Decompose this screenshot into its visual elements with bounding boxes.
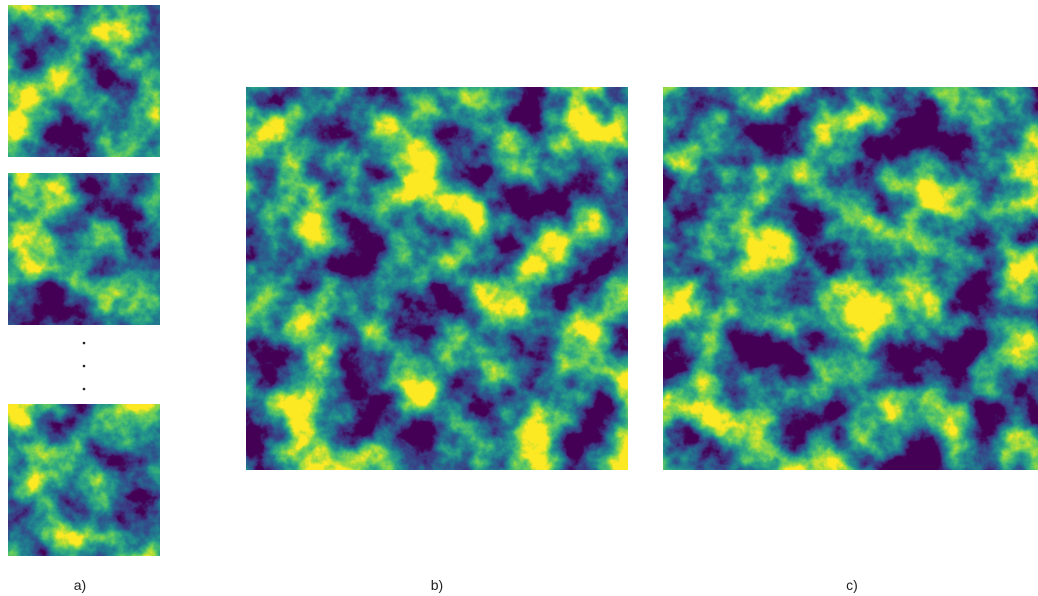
image-panel xyxy=(246,87,628,470)
figure: a) b) c) xyxy=(0,0,1038,596)
ellipsis-dot xyxy=(83,342,86,345)
image-panel xyxy=(8,404,160,556)
image-panel xyxy=(8,5,160,157)
image-panel xyxy=(663,87,1038,470)
panel-label: a) xyxy=(74,577,86,593)
ellipsis-dot xyxy=(83,365,86,368)
image-panel xyxy=(8,173,160,325)
ellipsis-dot xyxy=(83,388,86,391)
panel-label: b) xyxy=(431,577,443,593)
panel-label: c) xyxy=(846,577,858,593)
